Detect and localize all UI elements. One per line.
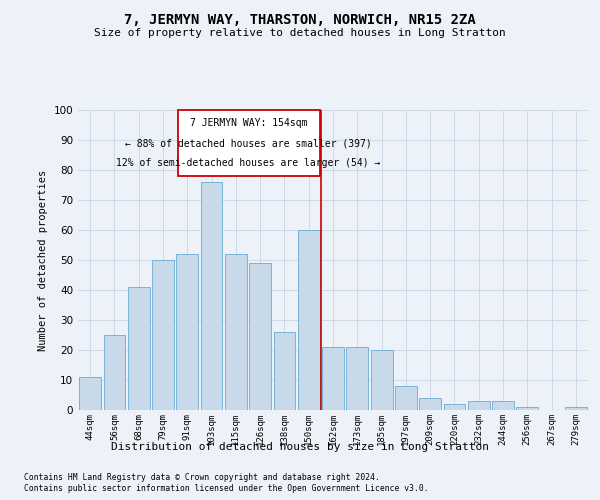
Bar bbox=[395, 386, 417, 410]
Bar bbox=[274, 332, 295, 410]
Bar bbox=[443, 404, 466, 410]
Bar bbox=[468, 401, 490, 410]
Bar bbox=[79, 377, 101, 410]
FancyBboxPatch shape bbox=[178, 110, 320, 176]
Bar bbox=[176, 254, 198, 410]
Bar bbox=[517, 407, 538, 410]
Bar bbox=[249, 263, 271, 410]
Y-axis label: Number of detached properties: Number of detached properties bbox=[38, 170, 48, 350]
Bar bbox=[346, 347, 368, 410]
Bar bbox=[152, 260, 174, 410]
Text: 7 JERMYN WAY: 154sqm: 7 JERMYN WAY: 154sqm bbox=[190, 118, 307, 128]
Text: 7, JERMYN WAY, THARSTON, NORWICH, NR15 2ZA: 7, JERMYN WAY, THARSTON, NORWICH, NR15 2… bbox=[124, 12, 476, 26]
Text: Size of property relative to detached houses in Long Stratton: Size of property relative to detached ho… bbox=[94, 28, 506, 38]
Text: 12% of semi-detached houses are larger (54) →: 12% of semi-detached houses are larger (… bbox=[116, 158, 381, 168]
Text: Contains HM Land Registry data © Crown copyright and database right 2024.: Contains HM Land Registry data © Crown c… bbox=[24, 472, 380, 482]
Bar bbox=[322, 347, 344, 410]
Bar bbox=[565, 407, 587, 410]
Bar bbox=[225, 254, 247, 410]
Text: Contains public sector information licensed under the Open Government Licence v3: Contains public sector information licen… bbox=[24, 484, 428, 493]
Bar bbox=[104, 335, 125, 410]
Text: ← 88% of detached houses are smaller (397): ← 88% of detached houses are smaller (39… bbox=[125, 138, 372, 148]
Bar bbox=[200, 182, 223, 410]
Bar bbox=[298, 230, 320, 410]
Bar bbox=[128, 287, 149, 410]
Bar bbox=[371, 350, 392, 410]
Bar bbox=[492, 401, 514, 410]
Bar bbox=[419, 398, 441, 410]
Text: Distribution of detached houses by size in Long Stratton: Distribution of detached houses by size … bbox=[111, 442, 489, 452]
